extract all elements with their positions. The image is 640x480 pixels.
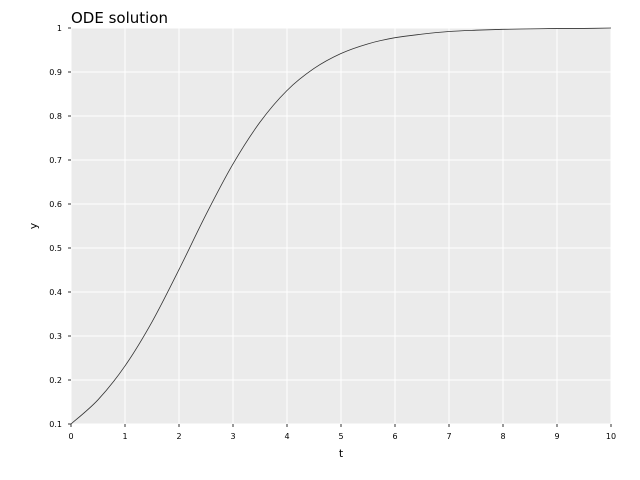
series-layer	[70, 27, 612, 425]
x-tick-label: 5	[338, 432, 343, 441]
y-tick-label: 0.8	[49, 112, 62, 121]
y-tick-label: 0.1	[49, 420, 62, 429]
x-tick-label: 2	[176, 432, 181, 441]
y-tick-label: 0.6	[49, 200, 62, 209]
y-tick-labels: 0.1 0.2 0.3 0.4 0.5 0.6 0.7 0.8 0.9 1	[49, 24, 62, 429]
y-tick-label: 0.4	[49, 288, 62, 297]
x-tick-label: 9	[554, 432, 559, 441]
chart-title: ODE solution	[71, 9, 168, 27]
x-tick-label: 0	[68, 432, 73, 441]
y-tick-label: 0.7	[49, 156, 62, 165]
x-tick-label: 1	[122, 432, 127, 441]
axis-ticks	[68, 27, 612, 427]
x-tick-labels: 0 1 2 3 4 5 6 7 8 9 10	[68, 432, 616, 441]
x-tick-label: 4	[284, 432, 289, 441]
series-line	[70, 27, 612, 425]
x-tick-label: 7	[446, 432, 451, 441]
x-tick-label: 6	[392, 432, 397, 441]
x-tick-label: 3	[230, 432, 235, 441]
y-tick-label: 0.2	[49, 376, 62, 385]
y-tick-label: 0.3	[49, 332, 62, 341]
y-tick-label: 0.9	[49, 68, 62, 77]
x-axis-label: t	[339, 447, 344, 460]
y-tick-label: 0.5	[49, 244, 62, 253]
x-tick-label: 8	[500, 432, 505, 441]
y-axis-label: y	[27, 222, 40, 229]
grid	[70, 27, 612, 425]
x-tick-label: 10	[606, 432, 616, 441]
y-tick-label: 1	[57, 24, 62, 33]
